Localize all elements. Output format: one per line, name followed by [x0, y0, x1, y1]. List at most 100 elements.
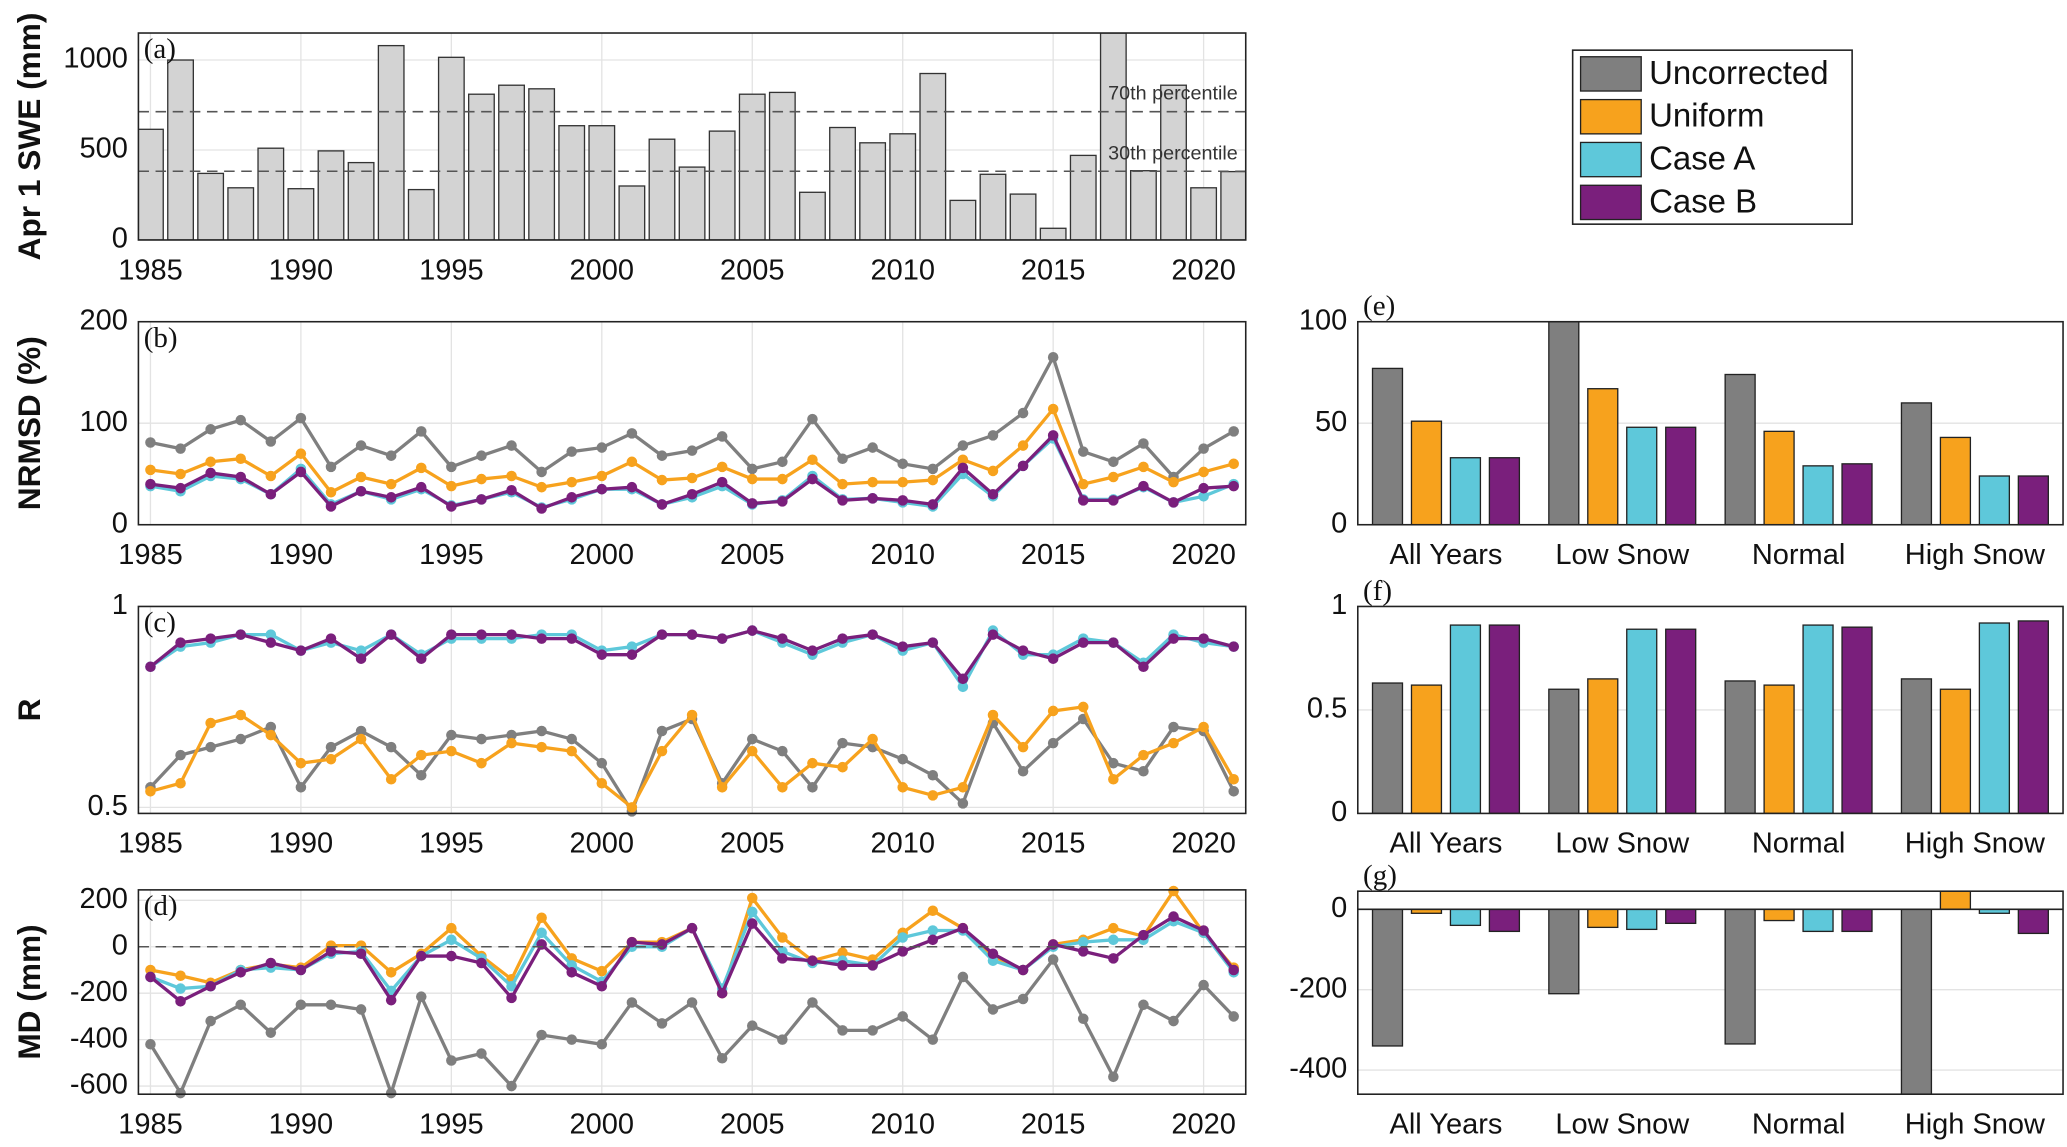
point — [1108, 456, 1119, 468]
bar — [1548, 321, 1580, 525]
point — [596, 778, 608, 789]
point — [897, 782, 908, 793]
point — [355, 948, 367, 960]
x-tick-label: 2010 — [870, 254, 935, 286]
point — [1138, 929, 1149, 941]
point — [897, 476, 908, 488]
y-tick-label: -400 — [1289, 1053, 1347, 1085]
point — [175, 778, 186, 789]
point — [656, 629, 668, 640]
point — [145, 437, 156, 448]
point — [987, 465, 999, 477]
point — [716, 633, 728, 644]
bar — [588, 125, 616, 240]
point — [957, 782, 969, 793]
point — [626, 802, 638, 813]
x-tick-label: 2005 — [720, 254, 785, 286]
point — [927, 474, 939, 486]
bar — [2017, 475, 2049, 525]
panel-label: (c) — [144, 607, 176, 639]
bar — [1069, 154, 1097, 240]
x-tick-label: Low Snow — [1555, 1108, 1690, 1140]
point — [987, 948, 999, 960]
point — [536, 741, 547, 753]
bar — [467, 93, 495, 240]
bar — [1488, 908, 1521, 933]
point — [596, 483, 608, 495]
bar — [167, 59, 194, 240]
point — [1017, 460, 1029, 472]
point — [325, 753, 337, 765]
point — [837, 453, 848, 465]
point — [566, 476, 577, 488]
point — [1138, 999, 1149, 1011]
point — [566, 1034, 577, 1045]
point — [235, 709, 246, 721]
point — [446, 922, 457, 934]
point — [897, 1011, 908, 1022]
point — [536, 939, 547, 950]
legend-label: Uniform — [1649, 97, 1764, 134]
x-tick-label: 2020 — [1171, 539, 1236, 571]
point — [716, 431, 728, 442]
panel-label: (e) — [1363, 290, 1395, 322]
point — [175, 970, 186, 982]
bar — [407, 188, 435, 240]
x-tick-label: 1990 — [269, 1108, 334, 1140]
point — [566, 633, 577, 644]
point — [927, 1034, 939, 1045]
bar — [1763, 684, 1795, 814]
point — [1168, 885, 1179, 897]
point — [295, 999, 307, 1011]
point — [295, 412, 307, 424]
point — [957, 454, 969, 466]
point — [325, 946, 337, 957]
point — [1108, 934, 1119, 946]
bar — [738, 93, 766, 240]
point — [777, 456, 788, 468]
point — [1077, 701, 1089, 713]
point — [536, 481, 547, 493]
point — [295, 466, 307, 478]
bar — [1724, 373, 1756, 525]
point — [1077, 478, 1089, 490]
point — [1198, 491, 1209, 502]
bar — [618, 185, 646, 240]
point — [1077, 446, 1089, 457]
point — [265, 729, 277, 741]
point — [746, 918, 758, 929]
point — [1168, 737, 1179, 749]
point — [716, 1052, 728, 1064]
point — [1138, 749, 1149, 761]
bar — [1802, 624, 1834, 814]
point — [235, 733, 246, 745]
point — [415, 426, 427, 437]
point — [686, 489, 698, 500]
point — [927, 499, 939, 510]
point — [446, 950, 457, 962]
point — [235, 414, 246, 426]
bar — [1548, 908, 1580, 995]
point — [1017, 407, 1029, 419]
point — [837, 633, 848, 644]
point — [385, 492, 397, 503]
point — [1228, 786, 1239, 797]
point — [325, 999, 337, 1011]
point — [1077, 637, 1089, 648]
x-tick-label: 2015 — [1021, 254, 1086, 286]
bar — [1939, 436, 1972, 525]
point — [1108, 1071, 1119, 1083]
point — [325, 633, 337, 644]
x-tick-label: 2020 — [1171, 828, 1236, 860]
point — [325, 486, 337, 498]
point — [355, 725, 367, 737]
point — [295, 964, 307, 976]
point — [716, 476, 728, 488]
point — [837, 761, 848, 773]
bar — [1129, 170, 1157, 240]
x-tick-label: 1995 — [419, 539, 484, 571]
y-tick-label: 0 — [112, 507, 128, 539]
point — [536, 1029, 547, 1041]
y-tick-label: 100 — [79, 406, 127, 438]
